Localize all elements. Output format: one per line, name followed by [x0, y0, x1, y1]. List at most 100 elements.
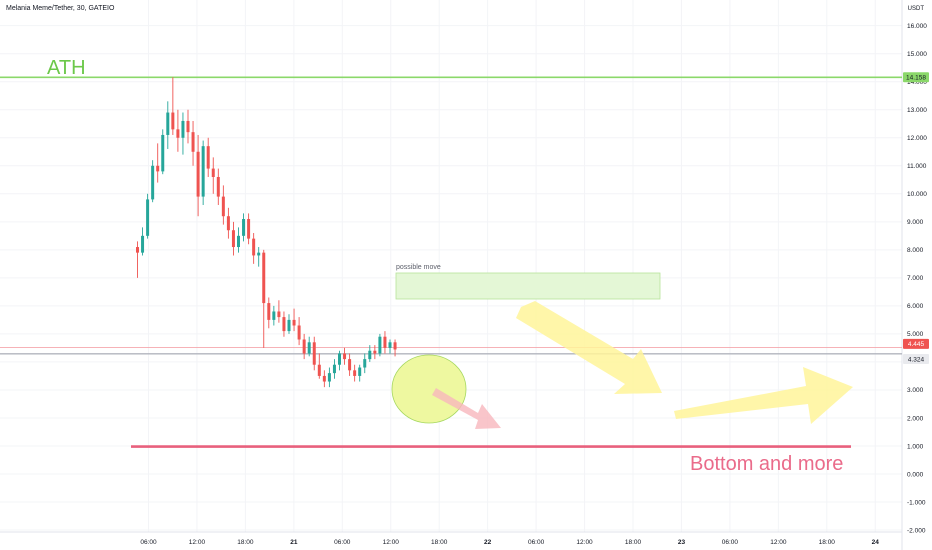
time-tick-label: 22: [484, 539, 492, 546]
candle[interactable]: [247, 213, 251, 245]
ath-price-tag: 14.158: [903, 72, 929, 83]
candle[interactable]: [151, 160, 155, 203]
candle[interactable]: [171, 77, 175, 135]
candle[interactable]: [226, 207, 230, 239]
time-tick-label: 06:00: [140, 539, 157, 546]
time-tick-label: 18:00: [431, 539, 448, 546]
candle[interactable]: [358, 364, 362, 382]
candle-body: [191, 132, 195, 152]
candle[interactable]: [317, 353, 321, 379]
price-tick-label: 7.000: [907, 275, 924, 282]
candle[interactable]: [307, 336, 311, 357]
candle-body: [282, 317, 286, 332]
candle[interactable]: [383, 331, 387, 354]
candle[interactable]: [353, 364, 357, 382]
time-tick-label: 18:00: [625, 539, 642, 546]
candle[interactable]: [287, 314, 291, 334]
price-tick-label: 10.000: [907, 191, 927, 198]
price-tick-label: 3.000: [907, 387, 924, 394]
candle[interactable]: [292, 308, 296, 332]
candle-body: [171, 112, 175, 130]
candle-body: [358, 367, 362, 376]
candle[interactable]: [201, 140, 205, 206]
candle[interactable]: [378, 333, 382, 357]
candle-body: [307, 342, 311, 354]
candle[interactable]: [327, 367, 331, 388]
candle[interactable]: [338, 350, 341, 371]
possible-move-label: possible move: [396, 264, 441, 271]
candle-body: [383, 336, 387, 348]
candle[interactable]: [277, 300, 281, 323]
red-down-arrow[interactable]: [432, 388, 501, 429]
candle-body: [373, 350, 377, 354]
candle[interactable]: [348, 353, 352, 376]
candle[interactable]: [237, 227, 240, 253]
candle[interactable]: [322, 370, 326, 388]
candle-body: [297, 325, 301, 340]
candle[interactable]: [257, 247, 261, 267]
candle-body: [257, 252, 261, 256]
candle[interactable]: [206, 137, 210, 177]
time-tick-label: 21: [290, 539, 298, 546]
yellow-arrow-up[interactable]: [674, 367, 853, 424]
candle[interactable]: [272, 305, 276, 326]
candle-body: [242, 219, 246, 236]
candle-body: [146, 199, 150, 236]
candle[interactable]: [161, 129, 165, 175]
price-tick-label: 13.000: [907, 107, 927, 114]
highlight-ellipse[interactable]: [391, 354, 467, 424]
candle[interactable]: [166, 101, 170, 149]
candle[interactable]: [332, 359, 336, 379]
candle[interactable]: [181, 112, 185, 155]
candle[interactable]: [211, 157, 215, 194]
candle[interactable]: [262, 249, 266, 348]
price-tick-label: -2.000: [907, 527, 926, 534]
yellow-arrow-down[interactable]: [516, 301, 662, 394]
candle[interactable]: [196, 134, 200, 217]
candle-body: [393, 342, 397, 350]
candle[interactable]: [297, 317, 301, 346]
candle[interactable]: [136, 241, 139, 278]
time-tick-label: 12:00: [576, 539, 593, 546]
candle-body: [338, 353, 341, 365]
candle[interactable]: [252, 233, 256, 264]
candle-body: [348, 359, 352, 371]
candle[interactable]: [216, 168, 220, 206]
possible-move-zone[interactable]: [395, 272, 661, 300]
candle[interactable]: [302, 333, 306, 360]
candle[interactable]: [221, 185, 225, 225]
candle[interactable]: [191, 120, 195, 166]
currency-label[interactable]: USDT: [907, 6, 924, 12]
candle[interactable]: [242, 213, 246, 242]
candle[interactable]: [363, 353, 367, 374]
candle[interactable]: [141, 227, 145, 256]
symbol-title[interactable]: Melania Meme/Tether, 30, GATEIO: [6, 5, 115, 12]
candle[interactable]: [312, 336, 316, 371]
candle[interactable]: [186, 109, 190, 144]
candle[interactable]: [388, 339, 392, 354]
candle-body: [302, 339, 306, 354]
price-tick-label: 1.000: [907, 443, 924, 450]
candle[interactable]: [146, 193, 150, 239]
candle[interactable]: [393, 339, 397, 357]
candle-body: [277, 311, 281, 318]
candle[interactable]: [267, 297, 271, 329]
candle[interactable]: [368, 345, 372, 362]
candle[interactable]: [343, 347, 347, 365]
ath-annotation: ATH: [47, 57, 86, 79]
candle-body: [161, 134, 165, 172]
price-axis: 16.000 15.000 14.000 13.000 12.000 11.000 10.0…: [901, 0, 927, 550]
candle[interactable]: [231, 221, 235, 256]
candle-body: [211, 168, 215, 177]
candle-body: [247, 219, 251, 239]
time-tick-label: 12:00: [770, 539, 787, 546]
candle[interactable]: [373, 345, 377, 360]
candle-body: [206, 146, 210, 169]
candle[interactable]: [156, 143, 160, 183]
candle-body: [388, 342, 392, 348]
candle[interactable]: [282, 311, 286, 337]
time-tick-label: 12:00: [383, 539, 400, 546]
candle[interactable]: [176, 109, 180, 152]
candle-body: [267, 303, 271, 320]
